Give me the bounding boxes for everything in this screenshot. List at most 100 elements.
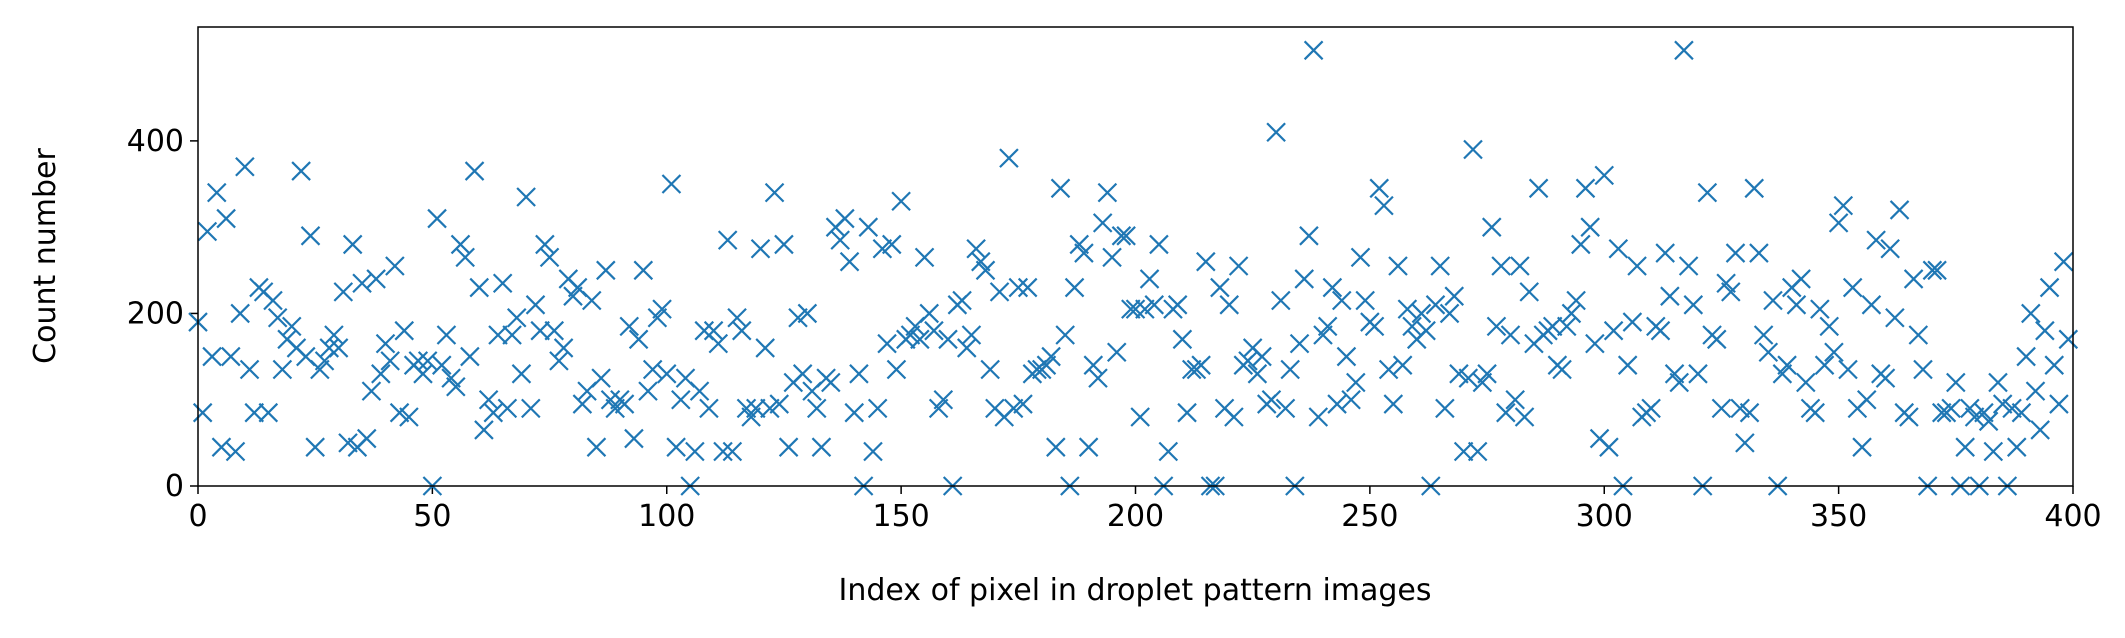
point: [1739, 402, 1760, 423]
point: [1003, 398, 1024, 419]
point: [1955, 437, 1975, 457]
point: [1467, 441, 1488, 462]
point: [1721, 282, 1741, 302]
point: [746, 398, 766, 419]
point: [877, 333, 897, 354]
point: [361, 381, 382, 401]
point: [1571, 234, 1591, 255]
point: [1238, 351, 1258, 371]
point: [1514, 407, 1535, 427]
point: [961, 325, 982, 345]
point: [1552, 359, 1572, 380]
point: [450, 234, 471, 255]
point: [446, 377, 466, 397]
point: [769, 394, 790, 414]
point: [2025, 381, 2046, 401]
point: [408, 351, 429, 371]
point: [1856, 389, 1877, 410]
point: [1111, 226, 1132, 246]
point: [980, 359, 1000, 380]
point: [427, 208, 447, 229]
x-tick-label: 300: [1576, 499, 1633, 534]
point: [792, 364, 813, 384]
point: [1594, 165, 1615, 186]
point: [1088, 368, 1108, 388]
point: [1331, 290, 1352, 311]
point: [1641, 398, 1661, 419]
point: [914, 247, 935, 268]
point: [1725, 243, 1746, 263]
point: [1383, 394, 1404, 414]
point: [933, 389, 954, 410]
x-tick-label: 350: [1810, 499, 1867, 534]
point: [1791, 269, 1811, 289]
point: [291, 161, 311, 181]
point: [2011, 402, 2032, 423]
point: [511, 364, 532, 384]
point: [1941, 398, 1961, 419]
point: [1280, 359, 1300, 380]
point: [1374, 195, 1394, 216]
point: [1814, 355, 1835, 375]
point: [708, 333, 729, 354]
point: [535, 234, 555, 255]
point: [1078, 437, 1099, 457]
point: [1819, 316, 1840, 337]
point: [1013, 394, 1033, 414]
point: [1046, 437, 1066, 457]
point: [1510, 256, 1530, 276]
point: [1149, 234, 1169, 255]
point: [1341, 389, 1361, 410]
point: [1219, 295, 1240, 315]
point: [699, 398, 719, 419]
point: [319, 338, 340, 358]
point: [502, 325, 522, 345]
x-tick-label: 200: [1107, 499, 1164, 534]
point: [1824, 342, 1844, 363]
point: [431, 355, 452, 375]
point: [1566, 290, 1586, 311]
point: [1678, 256, 1699, 276]
point: [206, 182, 227, 203]
point: [1674, 40, 1694, 61]
point: [821, 372, 841, 393]
point: [619, 316, 640, 337]
point: [497, 398, 518, 419]
point: [811, 437, 832, 457]
point: [1135, 299, 1155, 319]
point: [938, 329, 958, 350]
point: [338, 433, 358, 453]
point: [614, 394, 635, 414]
point: [1191, 355, 1211, 375]
point: [1706, 329, 1727, 350]
point: [717, 230, 738, 250]
point: [1130, 407, 1150, 427]
point: [999, 148, 1019, 168]
point: [1711, 398, 1732, 419]
point: [385, 256, 405, 276]
point: [750, 238, 771, 259]
point: [1369, 178, 1390, 199]
point: [324, 325, 344, 345]
point: [1289, 333, 1310, 354]
point: [1210, 277, 1230, 298]
point: [666, 437, 686, 457]
point: [1121, 299, 1141, 319]
point: [966, 238, 986, 259]
point: [1041, 346, 1061, 367]
point: [1158, 441, 1179, 462]
point: [727, 307, 747, 328]
point: [1617, 355, 1638, 375]
point: [192, 402, 213, 423]
point: [638, 381, 658, 401]
point: [628, 329, 649, 350]
point: [891, 191, 911, 212]
plot-frame: [197, 26, 2074, 487]
point: [1730, 398, 1750, 419]
point: [1477, 364, 1497, 384]
point: [235, 156, 255, 177]
point: [1528, 178, 1549, 199]
point: [1458, 368, 1479, 388]
point: [1866, 230, 1886, 250]
